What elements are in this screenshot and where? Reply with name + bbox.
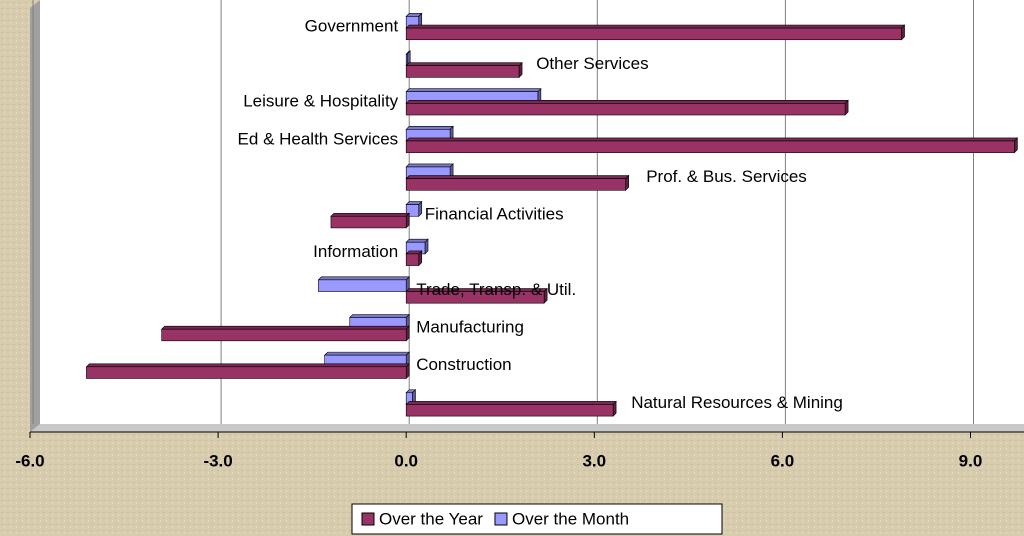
side-wall (30, 0, 40, 432)
category-label: Ed & Health Services (238, 129, 399, 148)
bar-front (405, 404, 614, 417)
bar-side (405, 363, 410, 380)
category-label: Manufacturing (416, 318, 524, 337)
bar-front (330, 215, 407, 229)
bar-side (405, 325, 410, 342)
bar (405, 400, 617, 417)
bar-top (323, 351, 410, 356)
bar-front (405, 140, 1015, 153)
bar-side (405, 212, 410, 229)
bar-front (405, 178, 626, 191)
bar-side (418, 200, 423, 217)
x-tick-label: 3.0 (582, 451, 606, 470)
bar (330, 212, 410, 229)
bar-side (1014, 137, 1018, 154)
category-label: Construction (416, 355, 511, 374)
legend-swatch (494, 512, 508, 526)
bar (160, 325, 410, 342)
x-tick-label: -6.0 (15, 451, 44, 470)
bar-front (405, 291, 545, 304)
legend-swatch (361, 512, 375, 526)
bar-top (405, 88, 542, 92)
bar-front (405, 204, 420, 217)
bar-side (424, 238, 429, 255)
bar-side (518, 61, 523, 79)
bar (405, 238, 429, 255)
bar-top (405, 175, 630, 179)
bar-top (349, 314, 410, 318)
bar (405, 12, 423, 29)
category-label: Government (305, 16, 399, 35)
legend (351, 503, 723, 535)
bar-side (625, 174, 629, 192)
bar-top (405, 100, 849, 104)
bar-side (901, 24, 905, 41)
bar (85, 363, 410, 380)
bar (405, 200, 423, 217)
category-label: Leisure & Hospitality (243, 92, 398, 111)
bar-front (86, 366, 407, 379)
bar (405, 250, 423, 267)
x-tick-label: 6.0 (771, 451, 795, 470)
bar-top (330, 212, 410, 217)
bar-side (418, 250, 423, 267)
bar-front (318, 279, 407, 292)
bar-front (405, 103, 846, 116)
x-tick-label: -3.0 (203, 451, 232, 470)
bar (405, 99, 849, 116)
category-label: Natural Resources & Mining (631, 393, 843, 412)
bar-top (85, 363, 410, 368)
bar-side (844, 99, 849, 116)
bar-top (405, 137, 1019, 142)
bar-top (160, 325, 410, 330)
bar-top (405, 163, 454, 168)
bar (405, 137, 1019, 154)
bar (405, 174, 630, 192)
bar-front (405, 27, 902, 41)
bar-top (405, 24, 906, 29)
bar-top (405, 238, 429, 243)
floor (30, 424, 1024, 432)
category-label: Prof. & Bus. Services (646, 167, 807, 186)
legend-label: Over the Year (379, 509, 483, 528)
bar (405, 24, 906, 41)
legend-label: Over the Month (512, 509, 629, 528)
category-label: Trade, Transp. & Util. (416, 280, 576, 299)
bar-top (317, 276, 410, 281)
bar (317, 276, 410, 293)
bar (405, 287, 548, 304)
bar (405, 163, 454, 180)
bar-top (405, 62, 523, 67)
bar-front (405, 65, 520, 78)
category-label: Information (313, 242, 398, 261)
plot-area (40, 0, 1024, 424)
x-tick-label: 9.0 (959, 451, 983, 470)
category-label: Other Services (536, 54, 648, 73)
bar-top (405, 401, 617, 405)
category-label: Financial Activities (425, 205, 564, 224)
bar (405, 61, 523, 79)
bar (405, 125, 454, 142)
x-tick-label: 0.0 (394, 451, 418, 470)
bar-front (405, 253, 420, 266)
bar-front (161, 328, 407, 342)
bar-side (612, 400, 617, 417)
bar (349, 313, 410, 330)
bar-front (405, 53, 408, 67)
bar-top (405, 126, 454, 130)
